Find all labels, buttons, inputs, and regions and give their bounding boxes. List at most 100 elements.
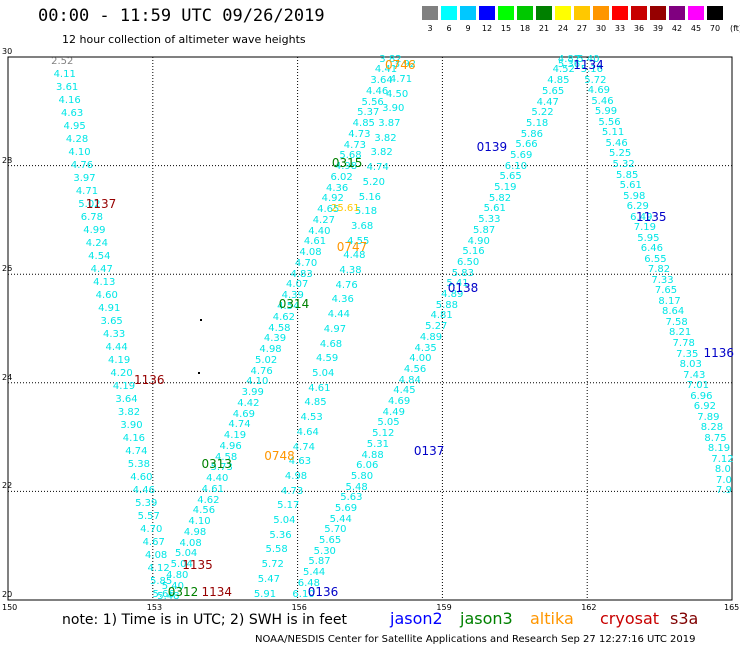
wave-height-value: 5.04: [175, 548, 198, 560]
wave-height-value: 4.62: [272, 311, 295, 323]
wave-height-value: 5.86: [520, 128, 543, 140]
wave-height-value: 5.87: [472, 224, 496, 236]
footnote: note: 1) Time is in UTC; 2) SWH is in fe…: [62, 612, 348, 628]
wave-height-value: 3.82: [379, 53, 402, 65]
wave-height-value: 4.48: [343, 250, 366, 262]
wave-height-value: 5.40: [161, 580, 184, 592]
wave-height-value: 4.41: [374, 64, 398, 76]
wave-height-value: 5.40: [577, 53, 600, 65]
wave-height-value: 8.0: [714, 464, 731, 476]
wave-height-value: 5.72: [261, 559, 284, 571]
wave-height-value: 4.62: [197, 494, 220, 506]
wave-height-value: 6.10: [504, 160, 528, 172]
wave-height-value: 4.10: [246, 376, 269, 388]
wave-height-value: 4.54: [277, 300, 300, 312]
island-marker: [200, 319, 202, 321]
wave-height-value: 4.16: [122, 432, 146, 444]
lat-tick-label: 28: [2, 155, 13, 165]
wave-height-value: 4.28: [65, 134, 89, 146]
wave-height-value: 4.46: [132, 484, 155, 496]
wave-height-value: 4.27: [312, 214, 335, 226]
wave-height-value: 5.48: [157, 591, 180, 603]
wave-height-value: 4.60: [95, 290, 118, 302]
wave-height-value: 4.76: [250, 365, 273, 377]
wave-height-value: 4.73: [348, 128, 371, 140]
wave-height-value: 4.19: [223, 430, 247, 441]
wave-height-value: 4.88: [361, 449, 384, 461]
wave-height-value: 4.52: [552, 64, 575, 76]
wave-height-value: 3.87: [378, 117, 401, 129]
lat-tick-label: 20: [2, 590, 13, 599]
wave-height-value: 7.19: [633, 222, 656, 234]
wave-height-value: 5.66: [152, 588, 175, 600]
wave-height-value: 5.19: [494, 182, 517, 194]
wave-height-value: 6.92: [693, 401, 716, 413]
lat-tick-label: 24: [2, 372, 13, 382]
wave-height-value: 25.61: [331, 203, 360, 215]
wave-height-value: 3.64: [115, 393, 138, 405]
legend-label: 30: [595, 24, 607, 33]
legend-label: 70: [709, 24, 721, 33]
wave-height-value: 3.82: [370, 147, 393, 159]
wave-height-value: 4.44: [105, 341, 128, 353]
wave-height-value: 5.25: [608, 148, 632, 160]
wave-height-value: 5.36: [557, 59, 581, 71]
wave-height-value: 4.35: [414, 342, 437, 354]
legend-label: 6: [446, 24, 452, 33]
wave-height-value: 4.36: [326, 182, 349, 194]
wave-height-value: 3.65: [100, 316, 123, 327]
legend-label: 42: [671, 24, 683, 33]
pass-time-label: 1135: [635, 210, 667, 225]
wave-height-value: 4.76: [70, 160, 94, 172]
wave-height-value: 4.13: [93, 277, 116, 289]
wave-height-value: 5.30: [313, 545, 336, 557]
wave-height-value: 4.40: [308, 225, 331, 237]
wave-height-value: 4.87: [557, 53, 581, 65]
wave-height-value: 7.65: [654, 285, 678, 297]
wave-height-value: 7.58: [665, 316, 688, 328]
wave-height-value: 5.46: [605, 137, 628, 149]
wave-height-value: 4.58: [215, 451, 238, 463]
wave-height-value: 6.10: [292, 588, 315, 600]
wave-height-value: 4.61: [201, 483, 224, 495]
wave-height-value: 4.99: [83, 225, 106, 237]
wave-height-value: 4.63: [288, 456, 312, 468]
legend-label: 21: [538, 24, 550, 33]
legend-swatch: [441, 6, 457, 20]
wave-height-value: 4.89: [419, 331, 443, 343]
wave-height-value: 4.36: [331, 294, 354, 306]
wave-height-value: 4.98: [334, 161, 358, 173]
wave-height-value: 4.59: [316, 353, 339, 365]
legend-label: 15: [500, 24, 512, 33]
credit-line: NOAA/NESDIS Center for Satellite Applica…: [255, 634, 696, 645]
legend-swatch: [498, 6, 514, 20]
wave-height-value: 6.48: [297, 577, 320, 589]
wave-height-value: 4.74: [366, 162, 389, 174]
wave-height-value: 5.99: [594, 106, 618, 118]
wave-height-value: 4.56: [192, 505, 216, 517]
legend-swatch: [422, 6, 438, 20]
wave-height-value: 5.04: [170, 559, 193, 571]
wave-height-value: 6.55: [644, 253, 667, 265]
wave-height-value: 4.20: [110, 367, 133, 379]
wave-height-value: 7.82: [647, 264, 671, 276]
wave-height-value: 5.18: [526, 117, 549, 129]
lon-tick-label: 153: [146, 603, 163, 612]
wave-height-value: 4.67: [142, 536, 165, 548]
wave-height-value: 6.29: [626, 201, 649, 213]
pass-time-label: 1136: [133, 373, 165, 388]
wave-height-value: 5.12: [372, 428, 395, 440]
island-marker: [198, 372, 200, 374]
wave-height-value: 5.47: [257, 573, 280, 585]
legend-swatch: [555, 6, 571, 20]
legend-swatch: [593, 6, 609, 20]
wave-height-value: 5.66: [515, 139, 538, 151]
pass-time-label: 0312: [167, 584, 199, 599]
legend-swatch: [479, 6, 495, 20]
wave-height-value: 3.68: [351, 220, 374, 232]
wave-height-value: 7.12: [711, 453, 734, 465]
wave-height-value: 5.61: [483, 203, 506, 215]
wave-height-value: 8.19: [707, 443, 731, 455]
wave-height-value: 5.04: [312, 367, 335, 379]
wave-height-value: 4.65: [317, 204, 340, 216]
